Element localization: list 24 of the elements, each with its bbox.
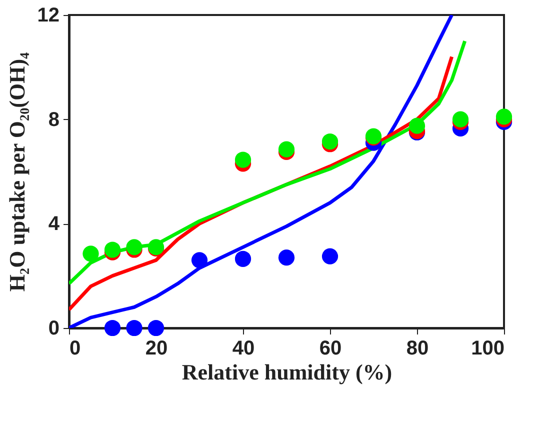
point [322, 248, 338, 264]
y-tick-label: 12 [37, 4, 60, 26]
x-tick-label: 60 [319, 338, 342, 360]
point [104, 320, 121, 336]
x-axis-title: Relative humidity (%) [182, 360, 392, 384]
point [322, 133, 338, 150]
point [234, 250, 252, 267]
y-tick-label: 0 [48, 318, 60, 340]
x-tick-label: 100 [471, 338, 504, 360]
point [408, 118, 426, 134]
point [191, 252, 208, 268]
x-tick-label: 20 [145, 338, 168, 360]
point [278, 250, 295, 266]
point [82, 246, 99, 262]
x-tick-label: 40 [232, 338, 255, 360]
point [234, 152, 252, 168]
point [126, 320, 142, 336]
y-axis-title: H₂O uptake per O₂₀(OH)₄ [4, 52, 30, 292]
y-tick-label: 8 [48, 108, 60, 131]
x-tick-label: 80 [406, 338, 429, 360]
y-tick-label: 4 [48, 213, 60, 236]
x-tick-label: 0 [70, 338, 81, 360]
line-series [69, 39, 467, 286]
point [148, 320, 164, 336]
